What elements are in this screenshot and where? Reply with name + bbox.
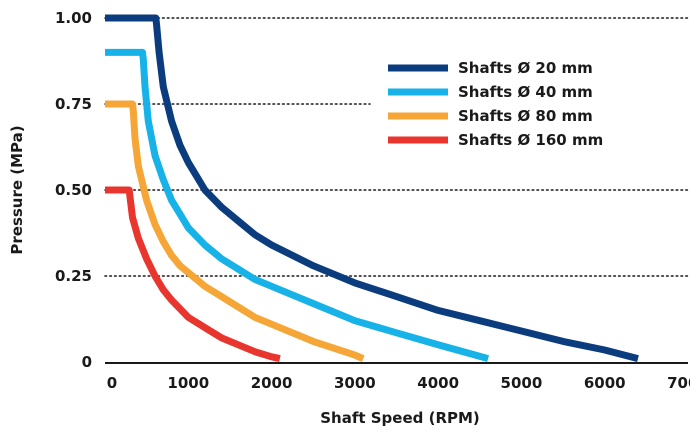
legend-label-0: Shafts Ø 20 mm xyxy=(458,59,593,77)
x-axis-title: Shaft Speed (RPM) xyxy=(320,409,480,427)
x-tick-label-4: 4000 xyxy=(417,374,459,392)
x-tick-label-6: 6000 xyxy=(584,374,626,392)
y-tick-label-1: 0.25 xyxy=(55,267,92,285)
legend-label-2: Shafts Ø 80 mm xyxy=(458,107,593,125)
x-tick-label-2: 2000 xyxy=(251,374,293,392)
y-tick-label-4: 1.00 xyxy=(55,9,92,27)
data-series xyxy=(105,14,639,363)
series-line-3 xyxy=(105,186,281,363)
x-tick-label-0: 0 xyxy=(107,374,117,392)
y-tick-label-2: 0.50 xyxy=(55,181,92,199)
y-tick-label-0: 0 xyxy=(82,353,92,371)
legend-label-1: Shafts Ø 40 mm xyxy=(458,83,593,101)
series-line-1 xyxy=(105,48,490,362)
series-line-0 xyxy=(105,14,639,362)
x-tick-label-7: 7000 xyxy=(667,374,690,392)
legend: Shafts Ø 20 mm Shafts Ø 40 mm Shafts Ø 80 … xyxy=(388,59,603,149)
x-tick-label-1: 1000 xyxy=(167,374,209,392)
series-line-2 xyxy=(105,100,365,362)
y-tick-label-3: 0.75 xyxy=(55,95,92,113)
x-tick-label-5: 5000 xyxy=(501,374,543,392)
y-axis-title: Pressure (MPa) xyxy=(8,125,26,254)
x-tick-label-3: 3000 xyxy=(334,374,376,392)
tick-labels: 0 0.25 0.50 0.75 1.00 0 1000 2000 3000 4000 5000 60… xyxy=(55,9,690,392)
legend-label-3: Shafts Ø 160 mm xyxy=(458,131,603,149)
